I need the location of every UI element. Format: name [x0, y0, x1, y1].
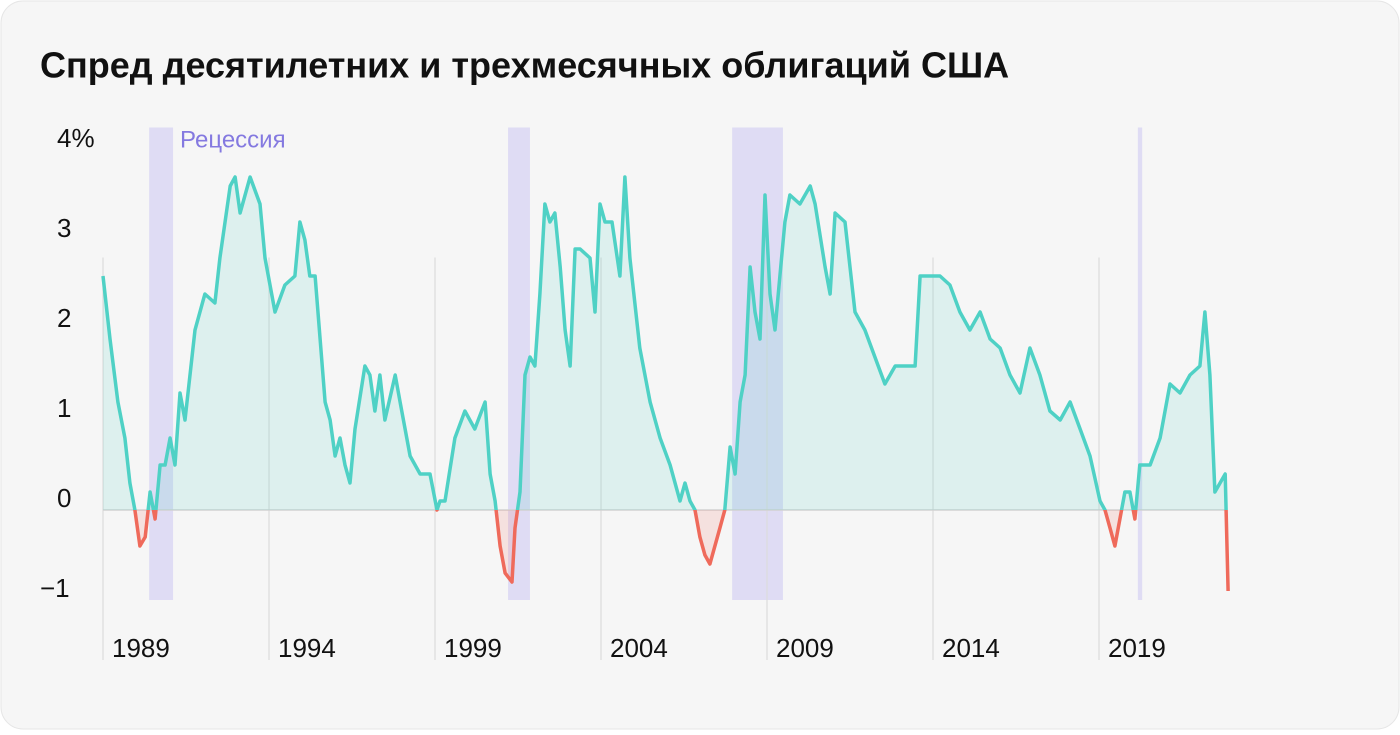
x-tick-label: 1999: [444, 633, 502, 663]
recession-band: [149, 127, 174, 600]
y-tick-label: 4%: [57, 123, 95, 153]
recession-label: Рецессия: [180, 126, 286, 153]
line-positive: [101, 175, 1228, 510]
y-tick-label: 1: [57, 393, 71, 423]
y-tick-label: 3: [57, 213, 71, 243]
recession-band: [732, 127, 783, 600]
recession-band: [508, 127, 530, 600]
chart-title: Спред десятилетних и трехмесячных облига…: [40, 45, 1009, 86]
area-negative: [103, 510, 1229, 591]
x-tick-label: 1989: [112, 633, 170, 663]
x-tick-label: 2004: [610, 633, 668, 663]
x-tick-label: 1994: [278, 633, 336, 663]
x-tick-label: 2009: [776, 633, 834, 663]
x-tick-label: 2014: [942, 633, 1000, 663]
y-tick-label: 2: [57, 303, 71, 333]
area-positive: [103, 177, 1229, 510]
recession-band: [1137, 127, 1143, 600]
x-tick-label: 2019: [1108, 633, 1166, 663]
y-tick-label: −1: [40, 573, 70, 603]
y-tick-label: 0: [57, 483, 71, 513]
